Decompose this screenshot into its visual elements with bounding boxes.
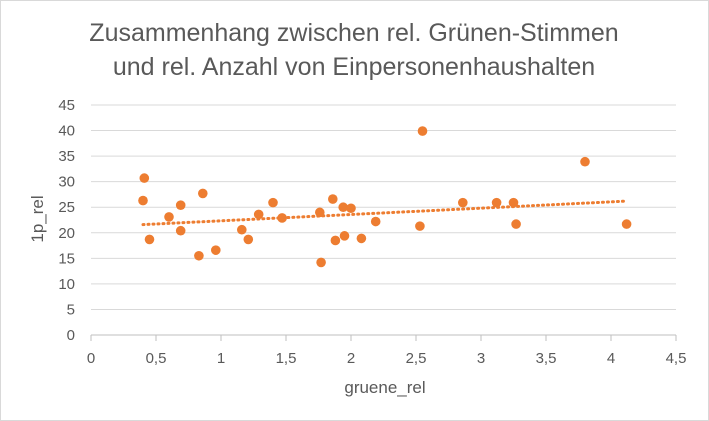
y-tick-label: 10 — [58, 276, 75, 293]
tick-labels: 0 5 10 15 20 25 30 35 40 45 0 0,5 1 1,5 2 2,5 3 3,5 4 4,5 — [58, 97, 686, 367]
x-axis-title: gruene_rel — [344, 378, 425, 397]
data-point — [356, 233, 367, 244]
y-tick-label: 25 — [58, 199, 75, 216]
data-point — [580, 156, 590, 167]
data-point — [315, 207, 325, 218]
data-point — [370, 216, 381, 227]
data-point — [330, 235, 341, 246]
data-point — [237, 224, 247, 235]
data-points — [138, 126, 632, 268]
y-axis-title: 1p_rel — [28, 195, 47, 242]
data-point — [508, 197, 519, 208]
x-tick-label: 4 — [607, 350, 615, 367]
chart-title-line-2: und rel. Anzahl von Einpersonenhaushalte… — [113, 53, 595, 81]
data-point — [417, 126, 428, 136]
data-point — [175, 200, 186, 210]
data-point — [621, 219, 632, 229]
data-point — [198, 188, 208, 199]
x-tick-label: 0 — [87, 350, 95, 367]
x-tick-label: 1 — [217, 350, 225, 367]
y-tick-label: 45 — [58, 97, 75, 114]
x-tick-label: 2 — [347, 350, 355, 367]
y-tick-label: 20 — [58, 225, 75, 242]
data-point — [346, 203, 356, 214]
data-point — [339, 231, 350, 241]
x-tick-label: 2,5 — [406, 350, 427, 367]
y-tick-label: 35 — [58, 148, 75, 165]
x-tick-label: 3,5 — [536, 350, 557, 367]
data-point — [491, 197, 502, 208]
x-tick-label: 0,5 — [146, 350, 167, 367]
trendline-layer — [141, 199, 629, 227]
data-point — [139, 173, 150, 183]
data-point — [268, 197, 278, 208]
data-point — [316, 257, 326, 268]
data-point — [277, 213, 287, 223]
y-tick-label: 5 — [67, 301, 75, 318]
data-point — [458, 197, 468, 208]
x-tick-label: 3 — [477, 350, 485, 367]
x-tick-label: 1,5 — [276, 350, 297, 367]
data-point — [211, 245, 221, 255]
data-point — [243, 234, 254, 245]
y-tick-label: 40 — [58, 123, 75, 140]
trendline — [141, 199, 629, 227]
chart-title-line-1: Zusammenhang zwischen rel. Grünen-Stimme… — [89, 19, 618, 47]
y-tick-label: 30 — [58, 174, 75, 191]
y-tick-label: 15 — [58, 250, 75, 267]
data-point — [511, 219, 521, 229]
data-point — [138, 195, 148, 206]
x-tick-label: 4,5 — [666, 350, 687, 367]
data-point — [415, 221, 425, 231]
data-point — [175, 225, 186, 236]
y-tick-label: 0 — [67, 327, 75, 344]
data-point — [144, 234, 155, 245]
data-point — [338, 202, 349, 213]
data-point — [253, 209, 264, 220]
gridlines — [90, 104, 677, 341]
data-point — [194, 250, 204, 261]
data-point — [328, 194, 338, 204]
data-point — [164, 212, 174, 222]
